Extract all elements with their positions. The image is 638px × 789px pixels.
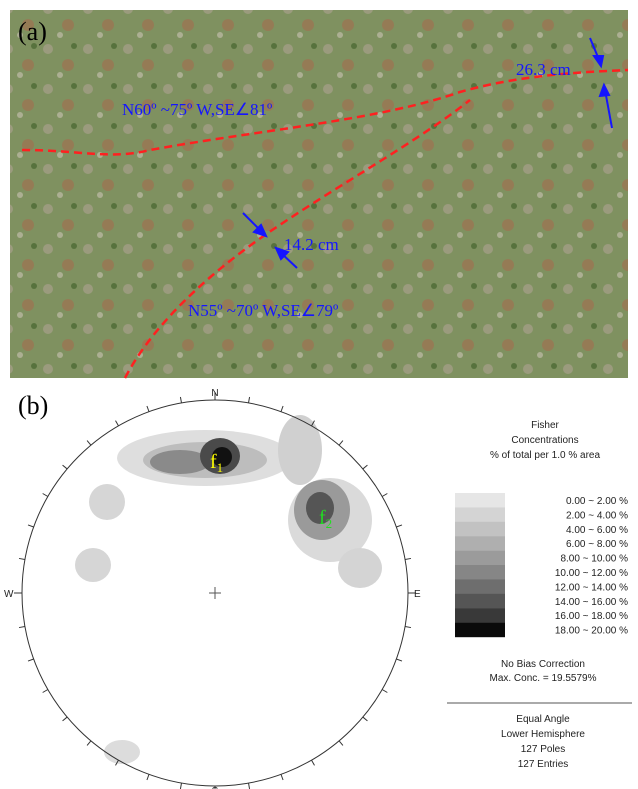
tick — [27, 658, 34, 662]
legend-label: 6.00 ~ 8.00 % — [566, 539, 628, 550]
tick — [311, 420, 315, 427]
legend-label: 4.00 ~ 6.00 % — [566, 525, 628, 536]
legend-title: % of total per 1.0 % area — [490, 450, 601, 461]
tick — [338, 740, 344, 746]
tick — [362, 716, 368, 722]
tick — [338, 440, 344, 446]
tick — [248, 396, 251, 404]
tick — [179, 782, 182, 789]
projection-note: 127 Poles — [521, 744, 565, 755]
annotation: 14.2 cm — [284, 235, 339, 254]
tick — [27, 524, 34, 528]
note: No Bias Correction — [501, 659, 585, 670]
tick — [86, 440, 92, 446]
legend-swatch — [455, 507, 505, 522]
tick — [381, 689, 388, 693]
tick — [396, 524, 403, 528]
tick — [146, 774, 150, 781]
projection-note: 127 Entries — [518, 759, 569, 770]
pole-label: f2 — [319, 507, 332, 531]
tick — [280, 774, 284, 781]
tick — [115, 420, 119, 427]
tick — [179, 396, 182, 404]
legend-label: 8.00 ~ 10.00 % — [560, 554, 628, 565]
contours — [75, 415, 382, 764]
legend-label: 2.00 ~ 4.00 % — [566, 510, 628, 521]
legend-label: 18.00 ~ 20.00 % — [555, 626, 628, 637]
tick — [18, 557, 26, 560]
aerial-photo — [10, 10, 628, 378]
photo-panel: (a) 26.3 cm N60º ~75º W,SE∠81º 14.2 cm N… — [10, 10, 629, 379]
legend-swatch — [455, 579, 505, 594]
legend: Fisher Concentrations % of total per 1.0 %… — [455, 420, 628, 770]
tick — [248, 782, 251, 789]
tick — [62, 464, 68, 470]
panel-label: (a) — [18, 17, 47, 46]
legend-swatch — [455, 565, 505, 580]
legend-label: 14.00 ~ 16.00 % — [555, 597, 628, 608]
net-ticks — [14, 392, 416, 789]
legend-title: Concentrations — [511, 435, 578, 446]
tick — [280, 405, 284, 412]
tick — [404, 557, 412, 560]
legend-swatch — [455, 622, 505, 638]
legend-swatch — [455, 493, 505, 508]
tick — [42, 493, 49, 497]
panel-label: (b) — [18, 391, 48, 420]
annotation: N55º ~70º W,SE∠79º — [188, 301, 338, 320]
annotation: 26.3 cm — [516, 60, 571, 79]
legend-swatch — [455, 536, 505, 551]
legend-swatch — [455, 550, 505, 566]
tick — [404, 626, 412, 629]
tick — [396, 658, 403, 662]
fault-trace — [21, 68, 629, 156]
tick — [381, 493, 388, 497]
pole-label: f1 — [210, 451, 223, 475]
tick — [311, 759, 315, 766]
direction: S — [212, 786, 219, 789]
projection-note: Lower Hemisphere — [501, 729, 585, 740]
legend-label: 16.00 ~ 18.00 % — [555, 611, 628, 622]
tick — [115, 759, 119, 766]
tick — [86, 740, 92, 746]
legend-label: 12.00 ~ 14.00 % — [555, 582, 628, 593]
legend-swatch — [455, 608, 505, 623]
direction: N — [211, 388, 218, 399]
note: Max. Conc. = 19.5579% — [489, 673, 596, 684]
direction: E — [414, 589, 421, 600]
annotation: N60º ~75º W,SE∠81º — [122, 100, 272, 119]
arrows — [242, 37, 613, 269]
legend-title: Fisher — [531, 420, 559, 431]
tick — [62, 716, 68, 722]
stereonet-panel: (b) N E S W f1 f2 Fisher Concentrations % … — [4, 388, 632, 789]
legend-label: 0.00 ~ 2.00 % — [566, 496, 628, 507]
projection-note: Equal Angle — [516, 714, 570, 725]
legend-swatch — [455, 521, 505, 537]
tick — [362, 464, 368, 470]
legend-swatch — [455, 593, 505, 609]
tick — [18, 626, 26, 629]
tick — [42, 689, 49, 693]
tick — [146, 405, 150, 412]
center-cross — [209, 587, 221, 599]
legend-label: 10.00 ~ 12.00 % — [555, 568, 628, 579]
direction: W — [4, 589, 14, 600]
